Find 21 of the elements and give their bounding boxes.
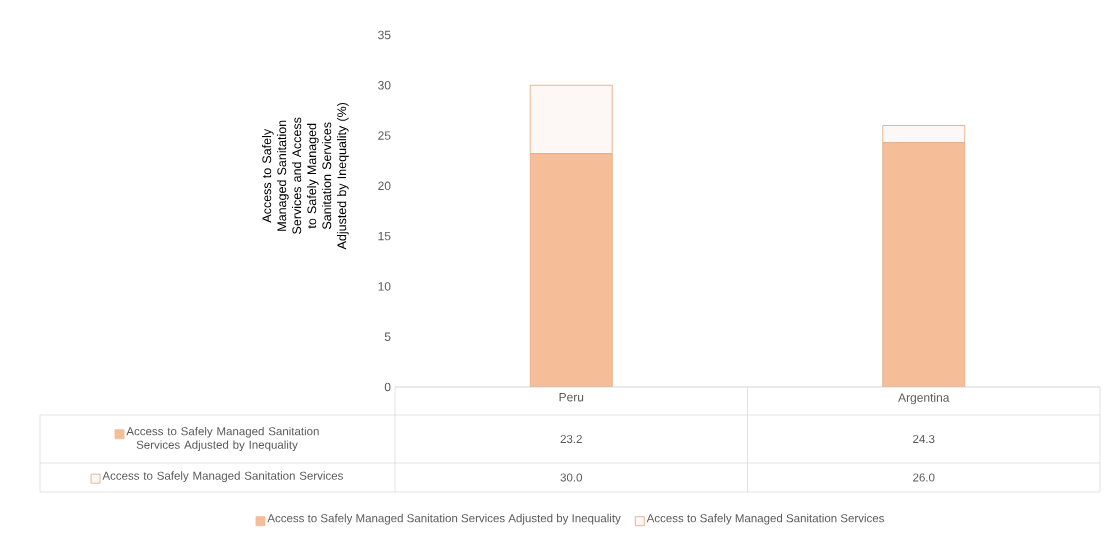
y-tick-label: 20 [378,181,391,191]
bar [882,142,966,387]
y-tick-label: 5 [384,332,391,341]
data-label: 24.3 [913,434,935,444]
y-tick-label: 35 [378,30,391,40]
y-tick-label: 30 [378,81,391,90]
bar [529,153,613,387]
text: 26.0 [913,473,935,482]
x-tick-label: Peru [559,393,584,402]
text: 30.0 [560,473,582,482]
x-tick-label: Argentina [898,393,950,405]
y-tick-label: 15 [378,231,391,241]
text: Access to Safely Managed Sanitation Services [102,471,343,483]
y-axis-title: Access to Safely Managed Sanitation Services and Access to Safely Managed Sanitation Services Adjusted by Inequality (%) [262,102,349,250]
legend-label: Access to Safely Managed Sanitation Services [646,513,885,525]
y-tick-label: 10 [378,282,391,291]
text: Access to Safely Managed Sanitation Services Adjusted by Inequality [126,426,319,452]
legend-label: Access to Safely Managed Sanitation Services Adjusted by Inequality [267,513,621,525]
y-tick-label: 25 [378,131,391,140]
data-label: 23.2 [560,434,582,444]
y-tick-label: 0 [384,382,391,392]
